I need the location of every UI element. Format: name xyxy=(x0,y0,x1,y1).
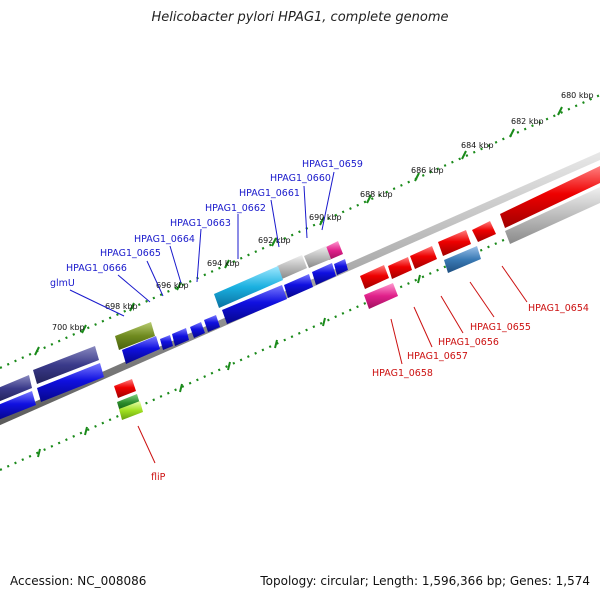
gene-label-HPAG1_0666: HPAG1_0666 xyxy=(66,263,127,274)
gene-HPAG1_0658-magenta xyxy=(364,283,398,309)
tick-label-700: 700 kbp xyxy=(52,323,85,332)
gene-navy-left-a xyxy=(0,375,32,402)
gene-label-HPAG1_0665: HPAG1_0665 xyxy=(100,248,161,259)
gene-HPAG1_0662-cyan xyxy=(214,266,283,308)
gene-label-HPAG1_0657: HPAG1_0657 xyxy=(407,351,468,362)
gene-label-HPAG1_0656: HPAG1_0656 xyxy=(438,337,499,348)
tick-label-690: 690 kbp xyxy=(309,213,342,222)
gene-blue-m6 xyxy=(190,322,205,338)
gene-fliP-red xyxy=(114,379,136,398)
gene-label-HPAG1_0664: HPAG1_0664 xyxy=(134,234,195,245)
gene-blue-m4 xyxy=(222,285,287,324)
tick-label-686: 686 kbp xyxy=(411,166,444,175)
genome-summary-text: Topology: circular; Length: 1,596,366 bp… xyxy=(260,574,590,588)
gene-HPAG1_0657-steel xyxy=(444,246,481,273)
gene-label-HPAG1_0661: HPAG1_0661 xyxy=(239,188,300,199)
gene-label-glmU: glmU xyxy=(50,278,75,289)
inner-tick-track xyxy=(0,194,600,472)
gene-fliP-lime xyxy=(119,401,143,420)
gene-label-HPAG1_0658: HPAG1_0658 xyxy=(372,368,433,379)
gene-HPAG1_0655-red xyxy=(472,221,496,242)
gene-blue-m7 xyxy=(172,328,189,346)
gene-label-fliP: fliP xyxy=(151,472,166,483)
leader-lines-bottom xyxy=(137,265,528,464)
gene-features xyxy=(0,166,600,420)
gene-glmU-olive xyxy=(115,322,155,350)
leader-lines-top xyxy=(69,171,335,317)
gene-blue-m8 xyxy=(160,335,173,350)
tick-label-696: 696 kbp xyxy=(156,281,189,290)
tick-label-688: 688 kbp xyxy=(360,190,393,199)
gene-fliP-green xyxy=(117,394,140,412)
gene-red-small-a xyxy=(388,257,412,279)
gene-HPAG1_0656-red xyxy=(438,230,471,256)
gene-label-HPAG1_0660: HPAG1_0660 xyxy=(270,173,331,184)
gene-HPAG1_0654-red xyxy=(500,166,600,228)
accession-text: Accession: NC_008086 xyxy=(10,574,147,588)
gene-HPAG1_0660-gray xyxy=(304,246,331,268)
gene-blue-m9 xyxy=(122,336,160,364)
outer-tick-track xyxy=(0,93,600,370)
gene-blue-left-b xyxy=(37,363,104,402)
tick-label-698: 698 kbp xyxy=(105,302,138,311)
gene-label-HPAG1_0662: HPAG1_0662 xyxy=(205,203,266,214)
tick-label-684: 684 kbp xyxy=(461,141,494,150)
gene-gray-far-right xyxy=(505,187,600,244)
outer-major-ticks xyxy=(34,106,563,356)
gene-HPAG1_0657-red xyxy=(410,246,437,269)
tick-label-694: 694 kbp xyxy=(207,259,240,268)
gene-navy-left-b xyxy=(33,346,99,384)
gene-blue-m1 xyxy=(334,259,348,275)
gene-label-HPAG1_0655: HPAG1_0655 xyxy=(470,322,531,333)
gene-label-HPAG1_0659: HPAG1_0659 xyxy=(302,159,363,170)
tick-label-680: 680 kbp xyxy=(561,91,594,100)
gene-HPAG1_0661-gray xyxy=(277,255,307,279)
gene-blue-left-a xyxy=(0,391,36,420)
gene-blue-m3 xyxy=(284,274,313,298)
gene-label-HPAG1_0663: HPAG1_0663 xyxy=(170,218,231,229)
gene-HPAG1_0658-red xyxy=(360,265,389,289)
gene-blue-m2 xyxy=(312,263,336,285)
map-title: Helicobacter pylori HPAG1, complete geno… xyxy=(151,10,449,25)
tick-label-682: 682 kbp xyxy=(511,117,544,126)
gene-blue-m5 xyxy=(204,315,220,332)
gene-label-HPAG1_0654: HPAG1_0654 xyxy=(528,303,589,314)
tick-label-692: 692 kbp xyxy=(258,236,291,245)
